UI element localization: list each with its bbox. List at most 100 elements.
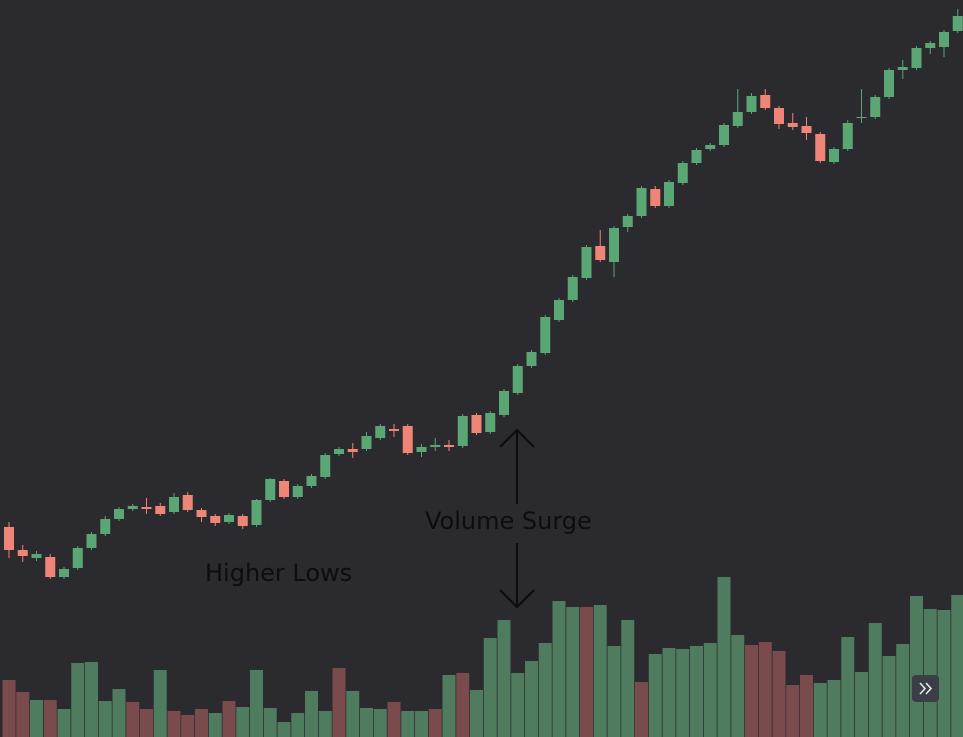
volume-bar [772, 651, 786, 737]
candle-body [911, 48, 922, 68]
volume-bar [208, 713, 222, 737]
volume-bar [277, 722, 291, 737]
candle-body [705, 145, 716, 149]
candle-body [677, 163, 688, 183]
volume-bar [428, 709, 442, 737]
volume-bar [703, 643, 717, 737]
volume-bar [442, 675, 456, 737]
candle-body [732, 112, 743, 126]
candle-body [416, 447, 427, 452]
candle-body [210, 516, 221, 523]
volume-bar [181, 715, 195, 737]
volume-bar [813, 683, 827, 737]
candle-body [815, 134, 826, 161]
volume-bar [85, 662, 98, 737]
candle-body [141, 507, 152, 509]
candle-body [595, 246, 606, 260]
volume-bar [195, 709, 208, 737]
candle-body [471, 415, 482, 433]
volume-bar [745, 645, 758, 737]
volume-bar [71, 663, 85, 737]
volume-bar [346, 691, 360, 737]
volume-bar [30, 700, 43, 737]
volume-bar [126, 702, 140, 737]
volume-bar [841, 637, 855, 737]
candle-body [100, 519, 111, 534]
volume-bar [662, 648, 676, 737]
candle-body [952, 16, 963, 31]
candle-body [485, 413, 496, 432]
candle-body [224, 515, 234, 522]
candle-body [691, 150, 702, 163]
candle-body [829, 149, 839, 162]
candle-body [457, 416, 468, 446]
candle-body [114, 509, 124, 519]
candle-body [787, 123, 798, 127]
candle-body [4, 527, 14, 550]
volume-bar [415, 711, 428, 737]
candle-body [526, 352, 537, 366]
candle-body [17, 550, 28, 556]
volume-bar [112, 689, 126, 737]
volume-bar [758, 642, 772, 737]
volume-bar [882, 656, 896, 737]
volume-bar [511, 673, 525, 737]
scroll-button[interactable] [912, 675, 939, 702]
volume-bar [937, 610, 951, 737]
candle-body [59, 569, 69, 577]
volume-bar [318, 711, 332, 737]
volume-bar [387, 702, 401, 737]
candle-body [567, 277, 578, 300]
candle-body [842, 123, 853, 149]
volume-bar [470, 690, 483, 737]
volume-bar [855, 672, 868, 737]
volume-bar [332, 668, 346, 737]
candle-body [719, 125, 729, 145]
volume-bar [923, 609, 937, 737]
volume-bar [827, 680, 841, 737]
candle-body [801, 126, 812, 133]
candle-body [306, 476, 317, 486]
volume-bar [401, 711, 415, 737]
candle-body [72, 548, 83, 568]
volume-bar [305, 691, 318, 737]
candle-body [664, 182, 674, 206]
candle-body [884, 70, 894, 97]
candle-body [609, 228, 619, 262]
candle-body [540, 317, 551, 353]
volume-bar [167, 711, 181, 737]
volume-bar [291, 713, 305, 737]
volume-bar [786, 685, 800, 737]
candle-body [361, 436, 372, 449]
volume-bar [648, 654, 662, 737]
volume-bar [2, 680, 16, 737]
candle-body [127, 506, 138, 509]
arrow-head [499, 589, 535, 609]
volume-bar [360, 708, 373, 737]
icon [925, 682, 933, 695]
candle-layer [4, 9, 963, 579]
volume-bar [140, 709, 153, 737]
candle-body [554, 300, 564, 320]
candle-body [334, 449, 344, 454]
candle-body [897, 67, 908, 70]
volume-bar [57, 709, 71, 737]
candle-body [774, 108, 784, 124]
volume-bar [635, 682, 648, 737]
volume-bar [538, 643, 552, 737]
candle-body [292, 486, 303, 497]
candle-body [375, 426, 386, 438]
arrows [499, 428, 535, 609]
candle-body [430, 445, 441, 447]
volume-bar [525, 661, 538, 737]
candle-body [31, 554, 42, 558]
volume-bar [951, 595, 963, 737]
candle-body [347, 449, 358, 452]
candle-body [650, 189, 661, 206]
candle-body [622, 216, 633, 227]
candle-body [939, 32, 949, 47]
candle-body [402, 426, 413, 453]
candle-body [169, 497, 179, 512]
